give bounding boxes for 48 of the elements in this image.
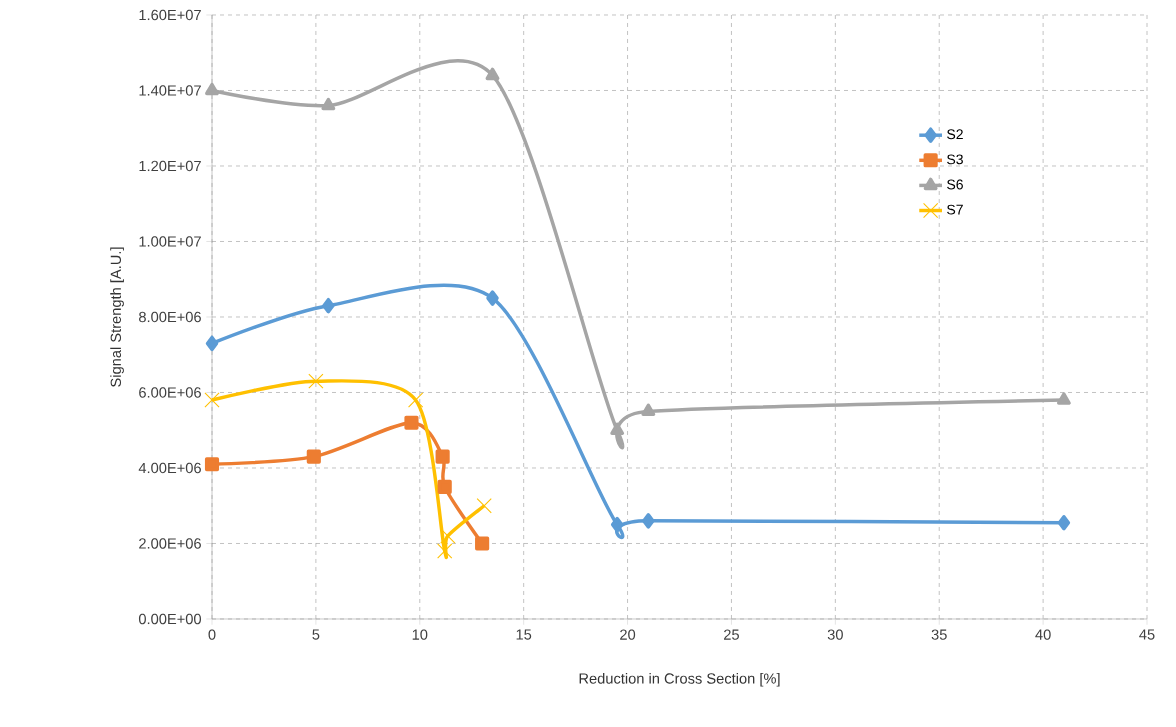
x-tick-label: 10: [412, 629, 428, 640]
y-tick-label: 4.00E+06: [138, 462, 201, 474]
y-tick-label: 1.60E+07: [139, 9, 201, 21]
point: [404, 415, 419, 430]
legend-label: S7: [947, 204, 963, 215]
x-tick-label: 35: [931, 629, 947, 640]
y-tick-label: 1.00E+07: [139, 236, 201, 247]
point: [610, 516, 624, 533]
point: [1056, 392, 1071, 405]
x-tick-label: 40: [1035, 629, 1051, 640]
point: [322, 297, 335, 314]
point: [476, 498, 492, 514]
point: [204, 392, 220, 408]
x-tick-label: 5: [312, 629, 320, 640]
point: [610, 422, 625, 435]
x-tick-label: 25: [724, 629, 739, 640]
legend-label: S3: [947, 154, 963, 165]
y-tick-label: 2.00E+06: [139, 538, 201, 549]
point: [485, 67, 500, 81]
point: [321, 97, 336, 111]
x-tick-label: 45: [1139, 629, 1155, 640]
y-tick-label: 6.00E+06: [139, 387, 201, 398]
legend-label: S6: [947, 179, 963, 190]
y-axis-title: Signal Strength [A.U.]: [110, 247, 124, 387]
y-tick-label: 8.00E+06: [139, 311, 201, 323]
y-tick-label: 1.40E+07: [139, 85, 201, 96]
point: [308, 373, 324, 389]
point: [435, 449, 450, 464]
point: [486, 290, 499, 306]
y-tick-label: 0.00E+00: [138, 613, 202, 625]
point: [642, 513, 655, 529]
x-tick-label: 20: [620, 629, 636, 640]
point: [204, 457, 220, 472]
point: [641, 403, 656, 417]
point: [205, 82, 219, 96]
x-tick-label: 0: [208, 629, 216, 640]
point: [437, 543, 453, 559]
point: [475, 536, 490, 551]
point: [1057, 515, 1071, 531]
point: [408, 392, 424, 408]
y-tick-label: 1.20E+07: [139, 160, 201, 172]
point: [306, 449, 321, 464]
x-axis-title: Reduction in Cross Section [%]: [579, 672, 780, 687]
point: [437, 479, 452, 494]
point: [205, 335, 219, 352]
x-tick-label: 30: [827, 629, 843, 640]
x-tick-label: 15: [516, 629, 532, 640]
legend-label: S2: [947, 129, 963, 140]
